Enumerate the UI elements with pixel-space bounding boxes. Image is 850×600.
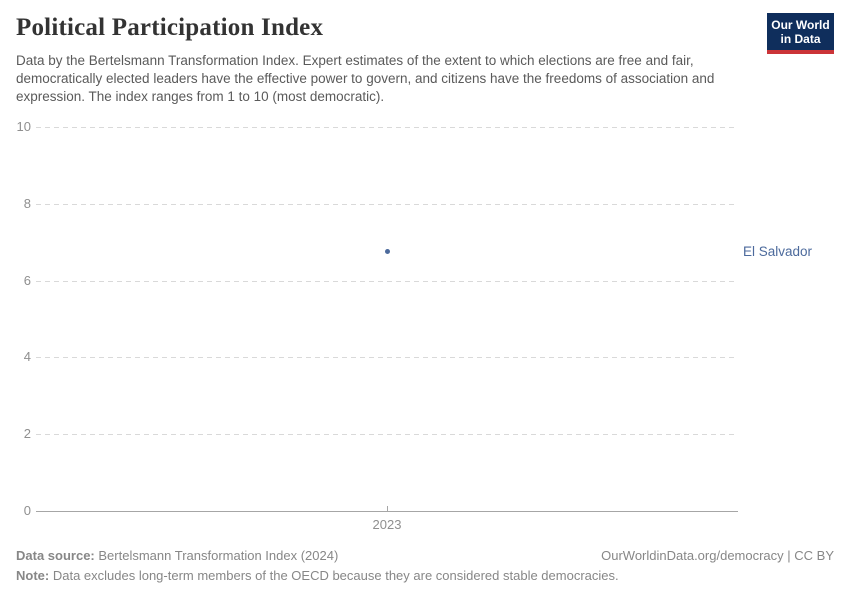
chart-subtitle: Data by the Bertelsmann Transformation I…	[16, 53, 715, 104]
y-axis-tick-label: 6	[23, 272, 31, 288]
note-line: Note: Data excludes long-term members of…	[16, 569, 834, 583]
owid-logo-line1: Our World	[771, 18, 830, 32]
gridline	[36, 434, 738, 436]
x-axis-tick-label: 2023	[372, 517, 402, 532]
y-axis-tick-label: 0	[23, 503, 31, 518]
data-source-value: Bertelsmann Transformation Index (2024)	[98, 548, 339, 563]
owid-logo-accent-bar	[767, 50, 834, 54]
note-value: Data excludes long-term members of the O…	[52, 568, 619, 583]
owid-logo[interactable]: Our World in Data	[767, 13, 834, 54]
gridline	[36, 203, 738, 205]
attribution-link[interactable]: OurWorldinData.org/democracy | CC BY	[601, 548, 834, 563]
owid-logo-line2: in Data	[780, 32, 821, 46]
y-axis-tick-label: 8	[23, 195, 31, 211]
gridline	[36, 357, 738, 359]
gridline	[36, 127, 738, 128]
data-source-label: Data source:	[16, 548, 95, 563]
y-axis-tick-label: 4	[23, 349, 31, 365]
chart-title: Political Participation Index	[16, 14, 324, 41]
note-label: Note:	[16, 568, 50, 583]
footer-line-1: Data source: Bertelsmann Transformation …	[16, 549, 834, 563]
gridline	[36, 280, 738, 282]
owid-logo-text: Our World in Data	[767, 13, 834, 50]
data-source-line: Data source: Bertelsmann Transformation …	[16, 549, 338, 563]
x-axis-tick	[387, 506, 388, 511]
y-axis-tick-label: 2	[23, 426, 31, 442]
data-point-el-salvador[interactable]	[384, 249, 390, 255]
x-axis-line	[36, 511, 738, 512]
y-axis-tick-label: 10	[16, 119, 31, 134]
entity-label-el-salvador[interactable]: El Salvador	[743, 243, 813, 259]
